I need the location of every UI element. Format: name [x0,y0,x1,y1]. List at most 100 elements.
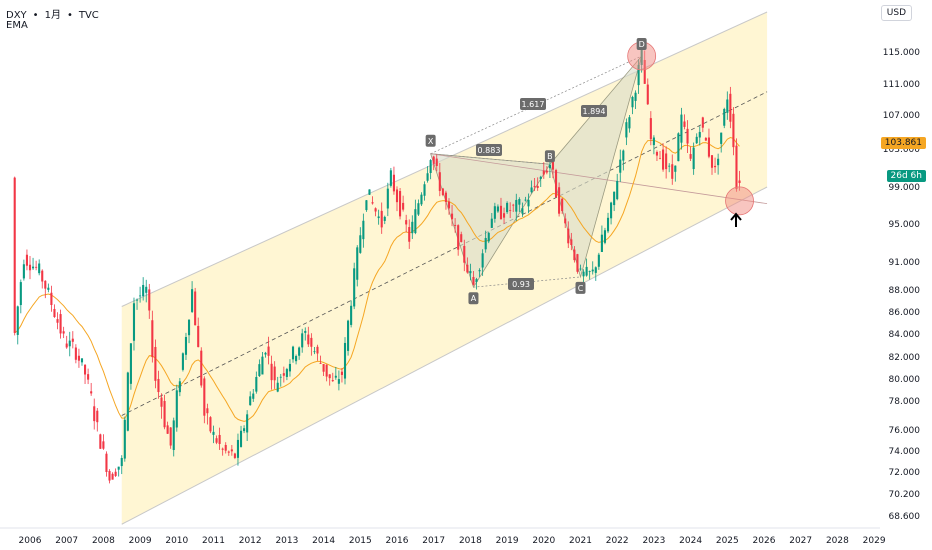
candle-body [414,209,417,234]
candle-body [411,221,414,234]
candle-body [74,347,77,360]
candle-body [145,286,148,293]
candle-body [148,289,151,311]
candle-body [677,133,680,162]
interval-label[interactable]: 1月 [44,10,61,21]
candle-body [554,170,558,198]
candle-body [365,200,368,211]
candle-body [585,266,588,276]
candle-body [454,224,457,226]
candle-body [637,64,640,86]
up-arrow-icon [730,212,742,227]
candle-body [319,362,322,364]
candle-body [634,92,637,101]
candle-body [347,320,350,351]
candle-body [221,448,224,450]
channel-lower-line [121,186,768,525]
candle-body [408,227,411,242]
candle-body [466,264,469,273]
time-tick-label: 2013 [275,536,298,546]
candle-body [499,205,503,220]
candle-body [548,164,551,169]
candle-body [38,263,41,274]
candle-body [591,269,594,272]
candle-body [291,346,295,360]
candle-body [515,199,518,212]
candle-body [717,158,720,166]
candle-body [310,337,313,347]
support-circle [725,186,754,216]
symbol-name[interactable]: DXY [6,10,27,21]
candle-body [175,390,178,428]
ema-path [14,136,740,422]
time-axis[interactable]: 2006 2007 2008 2009 2010 2011 2012 2013 2014 2015… [0,527,886,546]
candle-body [252,393,255,399]
candle-body [25,254,28,266]
candle-body [258,364,261,377]
currency-unit-button[interactable]: USD [880,5,912,21]
candle-body [273,366,276,381]
candle-body [484,237,487,250]
candle-body [395,189,399,203]
price-axis[interactable]: 68.600 70.200 72.000 74.000 76.000 78.000 80.0… [883,48,920,522]
candle-body [233,453,236,458]
candle-body [362,220,365,240]
candle-body [337,379,340,384]
candle-body [13,177,16,333]
candle-body [502,213,506,218]
candle-body [301,333,304,348]
candle-body [331,380,334,382]
candle-body [533,186,536,187]
price-tick-label: 84.000 [889,330,921,340]
candle-body [246,414,249,433]
candle-body [224,444,227,451]
ema-line [14,136,740,422]
symbol-header[interactable]: DXY • 1月 • TVC [6,6,105,21]
candle-body [432,156,435,164]
candle-body [417,203,420,215]
candle-body [729,93,732,122]
candle-body [610,202,613,219]
candle-body [62,331,65,334]
time-tick-label: 2023 [642,536,665,546]
point-label-b-box [544,150,555,163]
candle-body [200,350,203,386]
candle-body [561,198,564,212]
candle-body [570,239,573,245]
candle-body [255,376,258,392]
candle-body [87,374,90,380]
candle-body [50,292,53,306]
candle-body [545,170,548,173]
candle-body [490,218,493,228]
candle-body [35,266,38,268]
candle-body [56,319,59,323]
candle-body [524,199,527,201]
price-tick-label: 99.000 [889,183,921,193]
candle-body [307,334,310,345]
candle-body [215,438,218,443]
candle-body [132,303,136,341]
ema-indicator-label[interactable]: EMA [6,20,28,31]
indicator-legend[interactable]: EMA [6,20,34,31]
candle-body [405,220,408,225]
candle-body [658,158,662,160]
candle-body [487,232,490,242]
candle-body [457,225,460,250]
candle-body [22,264,25,279]
time-tick-label: 2011 [202,536,225,546]
candle-body [423,184,426,196]
candle-body [41,270,44,282]
candle-body [668,165,671,167]
price-tick-label: 72.000 [889,468,921,478]
candle-body [429,160,432,173]
candle-body [392,174,395,192]
candle-body [714,165,717,168]
channel-median-line [121,91,768,416]
candle-body [698,131,701,138]
candle-body [399,191,402,217]
candle-body [518,199,521,205]
candle-body [93,406,96,422]
time-tick-label: 2027 [789,536,812,546]
candle-body [646,84,649,105]
